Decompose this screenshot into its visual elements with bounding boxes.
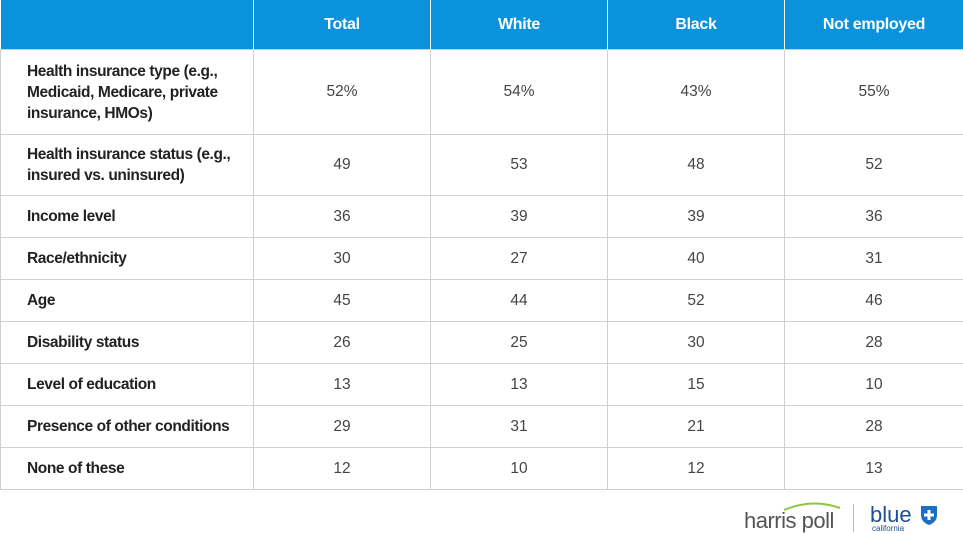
- row-label: Income level: [0, 195, 254, 238]
- column-header: White: [430, 0, 608, 50]
- cell-value: 13: [253, 363, 431, 406]
- table-row: Level of education 13 13 15 10: [0, 363, 963, 406]
- column-header: Not employed: [784, 0, 963, 50]
- cell-value: 21: [607, 405, 785, 448]
- cell-value: 29: [253, 405, 431, 448]
- table-row: Disability status 26 25 30 28: [0, 321, 963, 364]
- column-header: Black: [607, 0, 785, 50]
- column-header: Total: [253, 0, 431, 50]
- table-row: None of these 12 10 12 13: [0, 447, 963, 490]
- cell-value: 13: [784, 447, 963, 490]
- cell-value: 48: [607, 134, 785, 196]
- cell-value: 49: [253, 134, 431, 196]
- cell-value: 43%: [607, 49, 785, 135]
- cell-value: 36: [784, 195, 963, 238]
- row-label: Presence of other conditions: [0, 405, 254, 448]
- table-row: Race/ethnicity 30 27 40 31: [0, 237, 963, 280]
- row-label: Disability status: [0, 321, 254, 364]
- header-corner: [0, 0, 254, 50]
- logo-separator: [853, 504, 854, 532]
- cell-value: 15: [607, 363, 785, 406]
- header-row: Total White Black Not employed: [0, 0, 963, 50]
- cell-value: 52: [607, 279, 785, 322]
- cell-value: 36: [253, 195, 431, 238]
- shield-icon: [921, 506, 937, 525]
- cell-value: 30: [253, 237, 431, 280]
- cell-value: 55%: [784, 49, 963, 135]
- cell-value: 53: [430, 134, 608, 196]
- blue-logo: blue: [870, 502, 912, 527]
- cell-value: 27: [430, 237, 608, 280]
- cell-value: 31: [430, 405, 608, 448]
- cell-value: 52%: [253, 49, 431, 135]
- logos: harris poll blue california: [742, 500, 957, 534]
- cell-value: 31: [784, 237, 963, 280]
- cell-value: 10: [430, 447, 608, 490]
- table-row: Age 45 44 52 46: [0, 279, 963, 322]
- table-body: Health insurance type (e.g., Medicaid, M…: [0, 49, 963, 490]
- cell-value: 12: [253, 447, 431, 490]
- cell-value: 39: [430, 195, 608, 238]
- cell-value: 44: [430, 279, 608, 322]
- row-label: Health insurance type (e.g., Medicaid, M…: [0, 49, 254, 135]
- table-row: Health insurance status (e.g., insured v…: [0, 134, 963, 196]
- cell-value: 28: [784, 405, 963, 448]
- row-label: Health insurance status (e.g., insured v…: [0, 134, 254, 196]
- table-header: Total White Black Not employed: [0, 0, 963, 50]
- row-label: Race/ethnicity: [0, 237, 254, 280]
- harris-logo: harris poll: [744, 508, 834, 533]
- cell-value: 26: [253, 321, 431, 364]
- cell-value: 39: [607, 195, 785, 238]
- cell-value: 45: [253, 279, 431, 322]
- cell-value: 46: [784, 279, 963, 322]
- cell-value: 10: [784, 363, 963, 406]
- cell-value: 30: [607, 321, 785, 364]
- table-row: Presence of other conditions 29 31 21 28: [0, 405, 963, 448]
- row-label: None of these: [0, 447, 254, 490]
- table-row: Income level 36 39 39 36: [0, 195, 963, 238]
- table-row: Health insurance type (e.g., Medicaid, M…: [0, 49, 963, 135]
- blue-logo-sub: california: [872, 524, 905, 533]
- cell-value: 40: [607, 237, 785, 280]
- cell-value: 12: [607, 447, 785, 490]
- cell-value: 54%: [430, 49, 608, 135]
- row-label: Age: [0, 279, 254, 322]
- row-label: Level of education: [0, 363, 254, 406]
- cell-value: 52: [784, 134, 963, 196]
- harris-arc: [783, 502, 841, 511]
- cell-value: 28: [784, 321, 963, 364]
- cell-value: 25: [430, 321, 608, 364]
- cell-value: 13: [430, 363, 608, 406]
- data-table: Total White Black Not employed Health insur…: [0, 0, 963, 490]
